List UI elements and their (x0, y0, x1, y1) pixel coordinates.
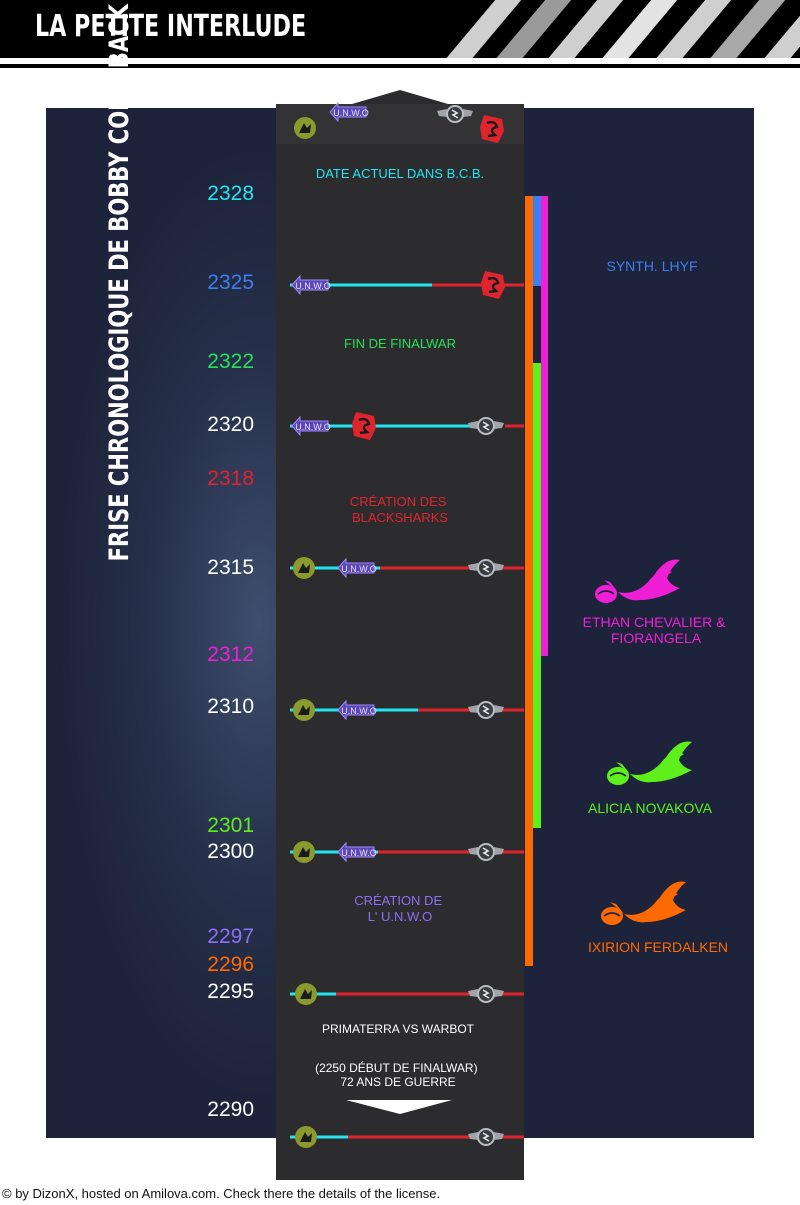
year-label-2318: 2318 (207, 467, 254, 490)
warbot-icon (468, 1128, 504, 1146)
unwo-icon: U.N.W.O (291, 415, 331, 437)
unwo-icon: U.N.W.O (337, 699, 377, 721)
year-label-2290: 2290 (207, 1098, 254, 1121)
footer-credit: © by DizonX, hosted on Amilova.com. Chec… (2, 1186, 441, 1201)
year-label-2320: 2320 (207, 413, 254, 436)
ixirion-life-bar (525, 196, 533, 966)
stork-icon (607, 741, 692, 785)
year-label-2310: 2310 (207, 695, 254, 718)
primaterra-icon (295, 1126, 317, 1148)
synth-label: SYNTH. LHYF (606, 258, 697, 274)
blacksharks-icon (480, 115, 504, 143)
date-actuel-label: DATE ACTUEL DANS B.C.B. (316, 166, 484, 181)
ethan-label: ETHAN CHEVALIER & FIORANGELA (583, 614, 730, 646)
blacksharks-label-line2: BLACKSHARKS (352, 510, 448, 525)
ethan-life-bar (541, 196, 548, 656)
stork-icon (601, 881, 686, 925)
synth-life-bar (533, 196, 541, 286)
primaterra-warbot-label: PRIMATERRA VS WARBOT (322, 1022, 475, 1036)
primaterra-icon (294, 117, 316, 139)
year-label-2315: 2315 (207, 556, 254, 579)
stork-icon (595, 559, 680, 603)
unwo-creation-label-line2: L' U.N.W.O (368, 909, 433, 924)
warbot-icon (468, 985, 504, 1003)
primaterra-icon (293, 699, 315, 721)
warbot-icon (437, 105, 473, 123)
year-label-2301: 2301 (207, 814, 254, 837)
warbot-icon (468, 701, 504, 719)
debut-finalwar-label: (2250 DÉBUT DE FINALWAR) 72 ANS DE GUERR… (315, 1060, 481, 1089)
unwo-creation-label-line1: CRÉATION DE (354, 893, 442, 908)
year-label-2296: 2296 (207, 953, 254, 976)
blacksharks-icon (352, 412, 376, 440)
blacksharks-label-line1: CRÉATION DES (350, 494, 447, 509)
primaterra-icon (295, 983, 317, 1005)
unwo-icon: U.N.W.O (329, 101, 369, 123)
year-label-2328: 2328 (207, 182, 254, 205)
warbot-icon (468, 559, 504, 577)
unwo-icon-text: U.N.W.O (341, 564, 377, 574)
year-label-2295: 2295 (207, 980, 254, 1003)
unwo-icon-text: U.N.W.O (341, 706, 377, 716)
primaterra-icon (293, 841, 315, 863)
blacksharks-icon (481, 271, 505, 299)
primaterra-icon (293, 557, 315, 579)
ethan-label-line2: FIORANGELA (611, 630, 702, 646)
unwo-icon: U.N.W.O (291, 274, 331, 296)
warbot-icon (468, 417, 504, 435)
blacksharks-label: CRÉATION DES BLACKSHARKS (350, 494, 450, 525)
page-title: LA PETITE INTERLUDE (35, 9, 307, 44)
header-rule (0, 58, 800, 68)
unwo-creation-label: CRÉATION DE L' U.N.W.O (354, 893, 446, 924)
debut-finalwar-label-line2: 72 ANS DE GUERRE (340, 1075, 455, 1089)
unwo-icon: U.N.W.O (337, 557, 377, 579)
unwo-icon-text: U.N.W.O (295, 281, 331, 291)
fin-finalwar-label: FIN DE FINALWAR (344, 336, 456, 351)
alicia-label: ALICIA NOVAKOVA (588, 800, 713, 816)
year-label-2297: 2297 (207, 925, 254, 948)
alicia-life-bar (533, 363, 541, 828)
unwo-icon-text: U.N.W.O (333, 108, 369, 118)
year-label-2325: 2325 (207, 271, 254, 294)
ethan-label-line1: ETHAN CHEVALIER & (583, 614, 727, 630)
down-arrow (346, 1100, 452, 1114)
unwo-icon-text: U.N.W.O (295, 422, 331, 432)
unwo-icon: U.N.W.O (337, 841, 377, 863)
header-bar: LA PETITE INTERLUDE (0, 0, 800, 58)
unwo-icon-text: U.N.W.O (341, 848, 377, 858)
year-label-2322: 2322 (207, 350, 254, 373)
debut-finalwar-label-line1: (2250 DÉBUT DE FINALWAR) (315, 1060, 477, 1075)
year-label-2312: 2312 (207, 643, 254, 666)
timeline-spine (276, 90, 524, 1180)
warbot-icon (468, 843, 504, 861)
ixirion-label: IXIRION FERDALKEN (588, 939, 728, 955)
year-label-2300: 2300 (207, 840, 254, 863)
